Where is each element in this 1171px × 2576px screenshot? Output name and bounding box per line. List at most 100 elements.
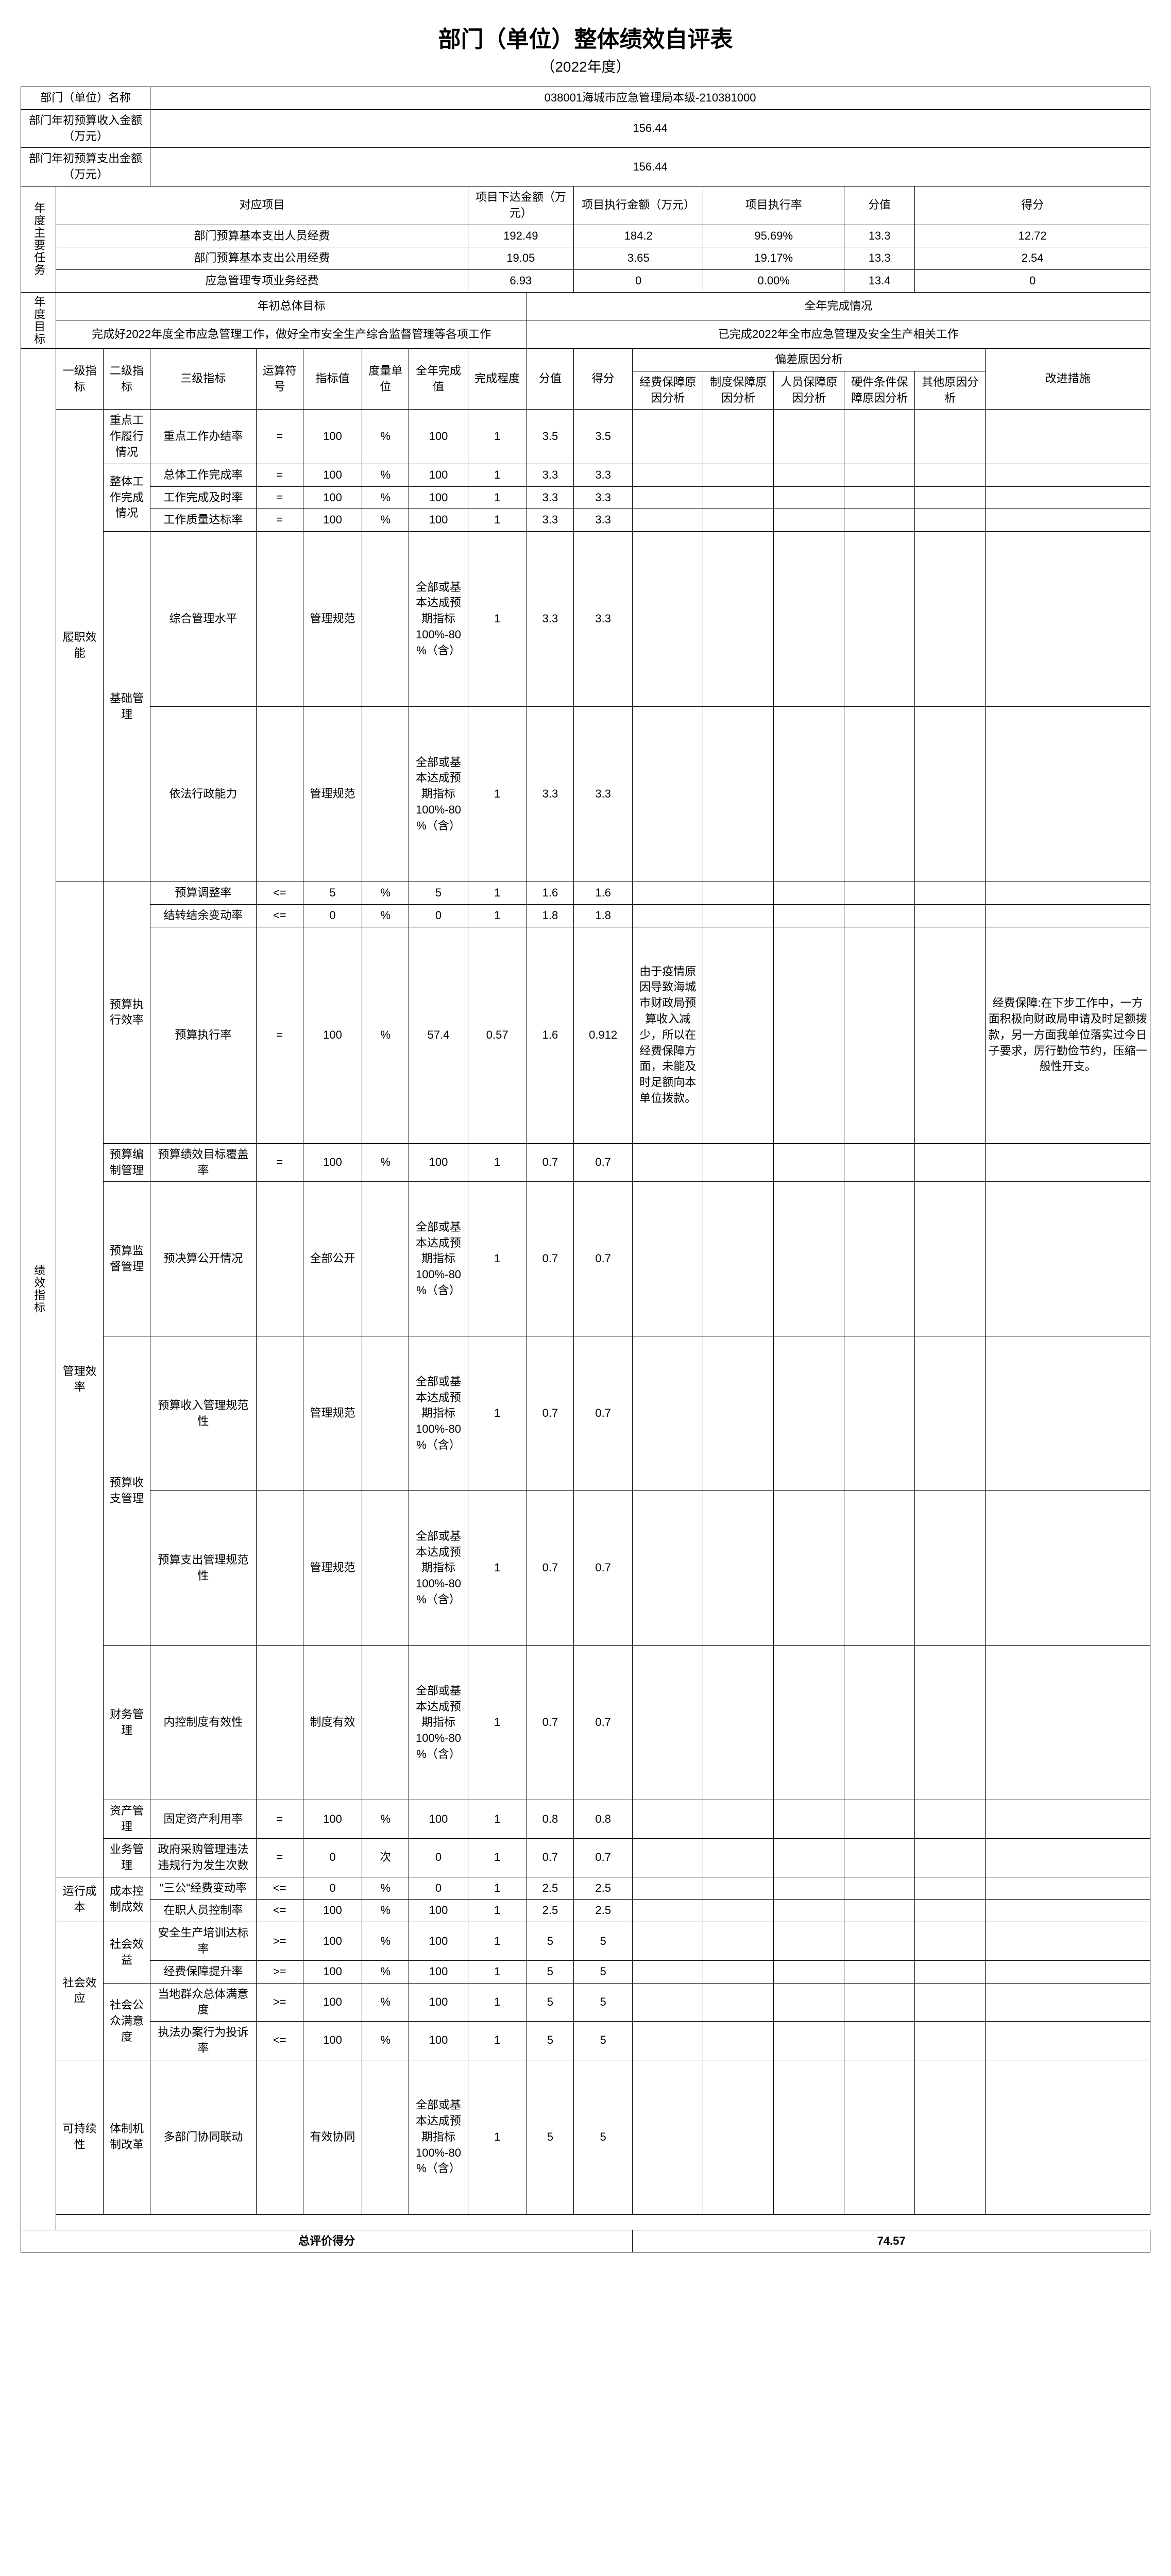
complete-deg-cell: 1 xyxy=(468,1491,527,1646)
op-cell xyxy=(256,707,303,882)
complete-val-cell: 100 xyxy=(409,1922,468,1961)
target-cell: 100 xyxy=(303,1900,362,1922)
lvl1-cell: 运行成本 xyxy=(56,1877,103,1922)
indicator-row: 预算收支管理 预算收入管理规范性 管理规范全部或基本达成预期指标100%-80%… xyxy=(21,1336,1150,1491)
lvl2-cell: 基础管理 xyxy=(103,532,150,882)
dev1-cell xyxy=(633,486,703,509)
complete-val-cell: 100 xyxy=(409,509,468,532)
indicator-row: 业务管理 政府采购管理违法违规行为发生次数 =0次010.70.7 xyxy=(21,1838,1150,1877)
score-cell: 5 xyxy=(574,1922,633,1961)
complete-val-cell: 全部或基本达成预期指标100%-80%（含） xyxy=(409,1646,468,1800)
unit-cell: % xyxy=(362,1922,409,1961)
dev5-cell xyxy=(915,464,986,486)
task-exec-rate: 95.69% xyxy=(703,225,844,247)
unit-cell xyxy=(362,1336,409,1491)
improve-cell xyxy=(986,1491,1150,1646)
task-exec-amount: 184.2 xyxy=(574,225,703,247)
task-points: 13.3 xyxy=(844,247,915,270)
task-points: 13.4 xyxy=(844,270,915,293)
score-cell: 3.5 xyxy=(574,410,633,464)
task-score: 2.54 xyxy=(915,247,1150,270)
tasks-section-label: 年度主要任务 xyxy=(21,186,56,292)
lvl3-cell: 预算收入管理规范性 xyxy=(150,1336,256,1491)
dev3-cell xyxy=(774,904,844,927)
dev1-cell xyxy=(633,410,703,464)
dev2-cell xyxy=(703,1922,774,1961)
hdr-unit: 度量单位 xyxy=(362,348,409,409)
target-cell: 100 xyxy=(303,410,362,464)
op-cell: = xyxy=(256,509,303,532)
tasks-header-row: 年度主要任务 对应项目 项目下达金额（万元） 项目执行金额（万元） 项目执行率 … xyxy=(21,186,1150,225)
score-cell: 2.5 xyxy=(574,1877,633,1900)
dev2-cell xyxy=(703,927,774,1143)
dev1-cell xyxy=(633,509,703,532)
lvl2-cell: 社会公众满意度 xyxy=(103,1983,150,2060)
page-subtitle: （2022年度） xyxy=(21,56,1150,76)
unit-cell: % xyxy=(362,927,409,1143)
improve-cell xyxy=(986,1800,1150,1839)
task-project: 应急管理专项业务经费 xyxy=(56,270,468,293)
lvl2-cell: 整体工作完成情况 xyxy=(103,464,150,531)
unit-cell xyxy=(362,532,409,707)
col-start-goal: 年初总体目标 xyxy=(56,292,527,320)
complete-deg-cell: 1 xyxy=(468,410,527,464)
task-exec-amount: 3.65 xyxy=(574,247,703,270)
page-title: 部门（单位）整体绩效自评表 xyxy=(21,21,1150,54)
op-cell: = xyxy=(256,1800,303,1839)
dev5-cell xyxy=(915,509,986,532)
complete-val-cell: 100 xyxy=(409,1800,468,1839)
indicator-row: 在职人员控制率 <=100%10012.52.5 xyxy=(21,1900,1150,1922)
dev4-cell xyxy=(844,707,915,882)
improve-cell xyxy=(986,2060,1150,2214)
points-cell: 3.3 xyxy=(527,486,573,509)
dev3-cell xyxy=(774,509,844,532)
target-cell: 100 xyxy=(303,1143,362,1182)
lvl3-cell: 总体工作完成率 xyxy=(150,464,256,486)
dev2-cell xyxy=(703,882,774,905)
indicator-row: 依法行政能力 管理规范全部或基本达成预期指标100%-80%（含）13.33.3 xyxy=(21,707,1150,882)
dev1-cell: 由于疫情原因导致海城市财政局预算收入减少，所以在经费保障方面，未能及时足额向本单… xyxy=(633,927,703,1143)
unit-cell: % xyxy=(362,410,409,464)
unit-cell: % xyxy=(362,1800,409,1839)
dev3-cell xyxy=(774,1491,844,1646)
expense-label: 部门年初预算支出金额（万元） xyxy=(21,148,150,187)
indicator-row: 经费保障提升率 >=100%100155 xyxy=(21,1960,1150,1983)
dev2-cell xyxy=(703,1900,774,1922)
hdr-op: 运算符号 xyxy=(256,348,303,409)
header-income-row: 部门年初预算收入金额（万元） 156.44 xyxy=(21,109,1150,148)
complete-val-cell: 全部或基本达成预期指标100%-80%（含） xyxy=(409,1182,468,1336)
complete-deg-cell: 1 xyxy=(468,1182,527,1336)
dev5-cell xyxy=(915,1143,986,1182)
complete-deg-cell: 1 xyxy=(468,1646,527,1800)
income-value: 156.44 xyxy=(150,109,1150,148)
unit-cell xyxy=(362,1646,409,1800)
points-cell: 3.3 xyxy=(527,532,573,707)
op-cell: >= xyxy=(256,1960,303,1983)
op-cell: <= xyxy=(256,1877,303,1900)
dev4-cell xyxy=(844,2060,915,2214)
complete-val-cell: 100 xyxy=(409,1983,468,2022)
complete-val-cell: 全部或基本达成预期指标100%-80%（含） xyxy=(409,2060,468,2214)
complete-deg-cell: 1 xyxy=(468,707,527,882)
dev1-cell xyxy=(633,464,703,486)
points-cell: 3.3 xyxy=(527,707,573,882)
complete-deg-cell: 1 xyxy=(468,1900,527,1922)
dev2-cell xyxy=(703,464,774,486)
score-cell: 3.3 xyxy=(574,486,633,509)
dev4-cell xyxy=(844,1900,915,1922)
lvl3-cell: 预决算公开情况 xyxy=(150,1182,256,1336)
col-project: 对应项目 xyxy=(56,186,468,225)
hdr-dev4: 硬件条件保障原因分析 xyxy=(844,371,915,410)
points-cell: 0.7 xyxy=(527,1336,573,1491)
op-cell: <= xyxy=(256,1900,303,1922)
dev5-cell xyxy=(915,486,986,509)
improve-cell xyxy=(986,1646,1150,1800)
dev2-cell xyxy=(703,1960,774,1983)
improve-cell: 经费保障:在下步工作中，一方面积极向财政局申请及时足额拨款，另一方面我单位落实过… xyxy=(986,927,1150,1143)
op-cell: = xyxy=(256,486,303,509)
dev3-cell xyxy=(774,464,844,486)
score-cell: 3.3 xyxy=(574,707,633,882)
dev2-cell xyxy=(703,1336,774,1491)
task-score: 12.72 xyxy=(915,225,1150,247)
dept-name-label: 部门（单位）名称 xyxy=(21,87,150,110)
